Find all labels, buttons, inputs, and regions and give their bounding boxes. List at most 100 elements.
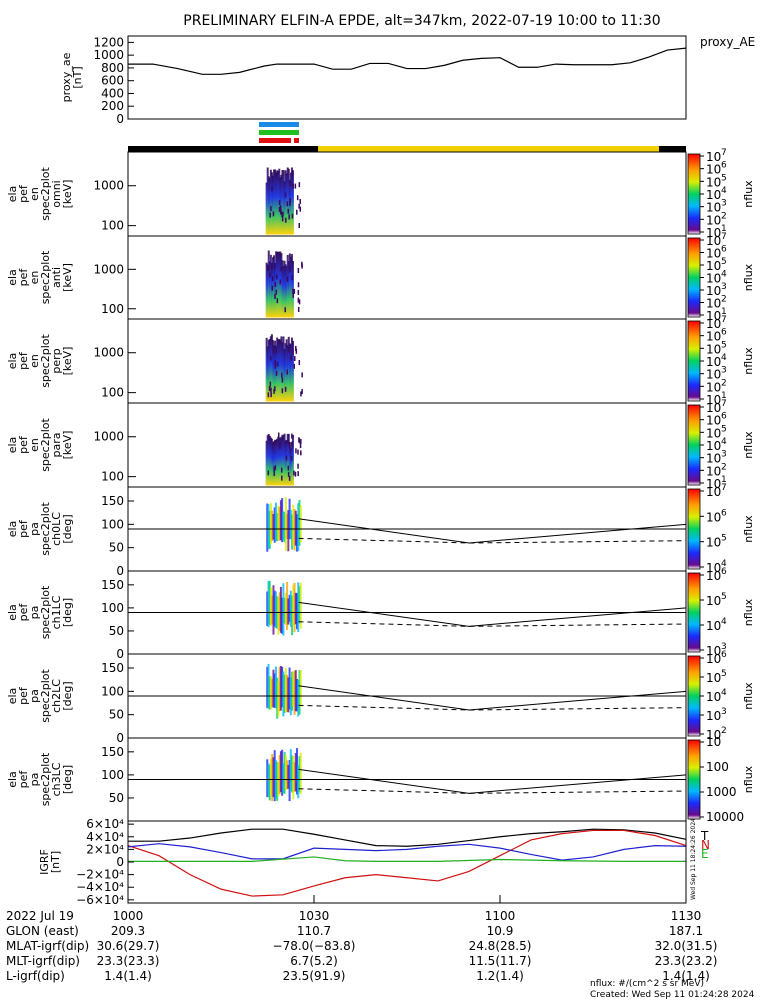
spectrogram-column bbox=[283, 348, 286, 402]
spectrogram-speck bbox=[297, 471, 299, 477]
y-axis-label: en bbox=[28, 438, 41, 452]
y-tick-label: −6×10⁴ bbox=[76, 893, 124, 907]
spectrogram-column bbox=[291, 434, 294, 486]
footer-date: 2022 Jul 19 bbox=[6, 909, 74, 923]
colorbar-tick-label: 10 bbox=[706, 163, 721, 177]
pa-column bbox=[288, 594, 291, 622]
colorbar-tick-label: 10 bbox=[706, 652, 721, 666]
spectrogram-column bbox=[291, 340, 294, 402]
spectrogram-column bbox=[273, 345, 276, 402]
spectrogram-speck bbox=[270, 355, 272, 361]
pa-column bbox=[279, 751, 282, 793]
y-tick-label: 150 bbox=[101, 578, 124, 592]
spectrogram-speck bbox=[275, 289, 278, 295]
y-axis-label: anti bbox=[50, 267, 63, 288]
spectrogram-column bbox=[278, 338, 281, 402]
spectrogram-column bbox=[267, 250, 270, 318]
y-axis-label: [keV] bbox=[61, 347, 74, 376]
y-tick-label: 100 bbox=[101, 470, 124, 484]
spectrogram-speck bbox=[290, 355, 292, 361]
spectrogram-column bbox=[287, 168, 290, 235]
colorbar-tick-exponent: 5 bbox=[721, 592, 727, 602]
y-tick-label: 0 bbox=[116, 855, 124, 869]
pa-column bbox=[283, 512, 286, 543]
spectrogram-para bbox=[265, 432, 302, 486]
spectrogram-speck bbox=[271, 285, 274, 291]
pa-column bbox=[274, 591, 277, 629]
colorbar-tick-exponent: 7 bbox=[721, 483, 727, 493]
colorbar-tick-exponent: 1 bbox=[721, 475, 727, 485]
colorbar-tick-label: 10 bbox=[706, 272, 721, 286]
spectrogram-speck bbox=[298, 203, 300, 209]
pa-column bbox=[288, 498, 291, 540]
spectrogram-speck bbox=[299, 443, 302, 449]
colorbar-tick-label: 10 bbox=[706, 690, 721, 704]
pa-column bbox=[284, 667, 287, 712]
pa-column bbox=[297, 679, 300, 717]
pa-column bbox=[266, 503, 269, 552]
pa-column bbox=[277, 505, 280, 540]
pa-column bbox=[274, 502, 277, 542]
y-tick-label: 0 bbox=[116, 647, 124, 661]
spectrogram-speck bbox=[271, 265, 273, 271]
region-bar-blue bbox=[259, 122, 299, 127]
spectrogram-column bbox=[284, 343, 287, 402]
spectrogram-speck bbox=[273, 262, 276, 268]
spectrogram-column bbox=[282, 336, 285, 402]
y-axis-label: [keV] bbox=[61, 180, 74, 209]
colorbar-tick-label: 10 bbox=[706, 619, 721, 633]
colorbar bbox=[687, 320, 701, 402]
panel-frame bbox=[127, 402, 687, 488]
y-tick-label: 2×10⁴ bbox=[86, 842, 124, 856]
spectrogram-column bbox=[276, 170, 279, 235]
colorbar-tick-label: 10 bbox=[706, 330, 721, 344]
pa-column bbox=[272, 669, 275, 708]
footer-value: 23.3(23.3) bbox=[97, 954, 160, 968]
y-axis-label: en bbox=[28, 271, 41, 285]
spectrogram-speck bbox=[299, 206, 302, 212]
y-axis-label: ch2LC bbox=[50, 679, 63, 713]
y-axis-label: ela bbox=[6, 437, 19, 454]
colorbar-tick-exponent: 5 bbox=[721, 424, 727, 434]
legend-letter-N: N bbox=[701, 838, 710, 852]
panel-frame bbox=[127, 235, 687, 320]
colorbar bbox=[687, 153, 701, 235]
loss-cone-line bbox=[298, 601, 687, 627]
pa-column bbox=[286, 513, 289, 539]
colorbar-tick-exponent: 3 bbox=[721, 366, 727, 376]
colorbar-tick-label: 10 bbox=[706, 284, 721, 298]
spectrogram-column bbox=[285, 266, 288, 318]
spectrogram-speck bbox=[287, 439, 290, 445]
footer-value: 1.2(1.4) bbox=[476, 969, 524, 983]
pa-column bbox=[288, 759, 291, 802]
spectrogram-column bbox=[281, 170, 284, 235]
pa-column bbox=[287, 598, 290, 625]
spectrogram-speck bbox=[300, 391, 302, 397]
pa-column bbox=[286, 581, 289, 630]
colorbar-tick-label: 10 bbox=[706, 259, 721, 273]
spectrogram-column bbox=[276, 438, 279, 486]
spectrogram-speck bbox=[273, 388, 275, 394]
spectrogram-speck bbox=[278, 200, 281, 206]
spectrogram-speck bbox=[276, 361, 279, 367]
colorbar-tick-exponent: 5 bbox=[721, 669, 727, 679]
spectrogram-speck bbox=[279, 279, 281, 285]
footer-row-glon: GLON (east) 209.3 110.7 10.9 187.1 bbox=[6, 924, 703, 938]
colorbar-tick-exponent: 4 bbox=[721, 437, 727, 447]
spectrogram-speck bbox=[288, 347, 290, 353]
pa-column bbox=[267, 763, 270, 798]
spectrogram-speck bbox=[270, 206, 272, 212]
series-proxy_AE bbox=[128, 47, 687, 75]
loss-cone-line bbox=[298, 518, 687, 544]
colorbar-tick-exponent: 1 bbox=[721, 224, 727, 234]
pa-column bbox=[269, 675, 272, 710]
spectrogram-speck bbox=[282, 211, 284, 217]
y-tick-label: 150 bbox=[101, 494, 124, 508]
spectrogram-column bbox=[266, 167, 269, 235]
pa-column bbox=[286, 674, 289, 713]
spectrogram-column bbox=[279, 437, 282, 486]
spectrogram-speck bbox=[274, 386, 276, 392]
spectrogram-speck bbox=[275, 348, 277, 354]
pa-column bbox=[292, 755, 295, 800]
